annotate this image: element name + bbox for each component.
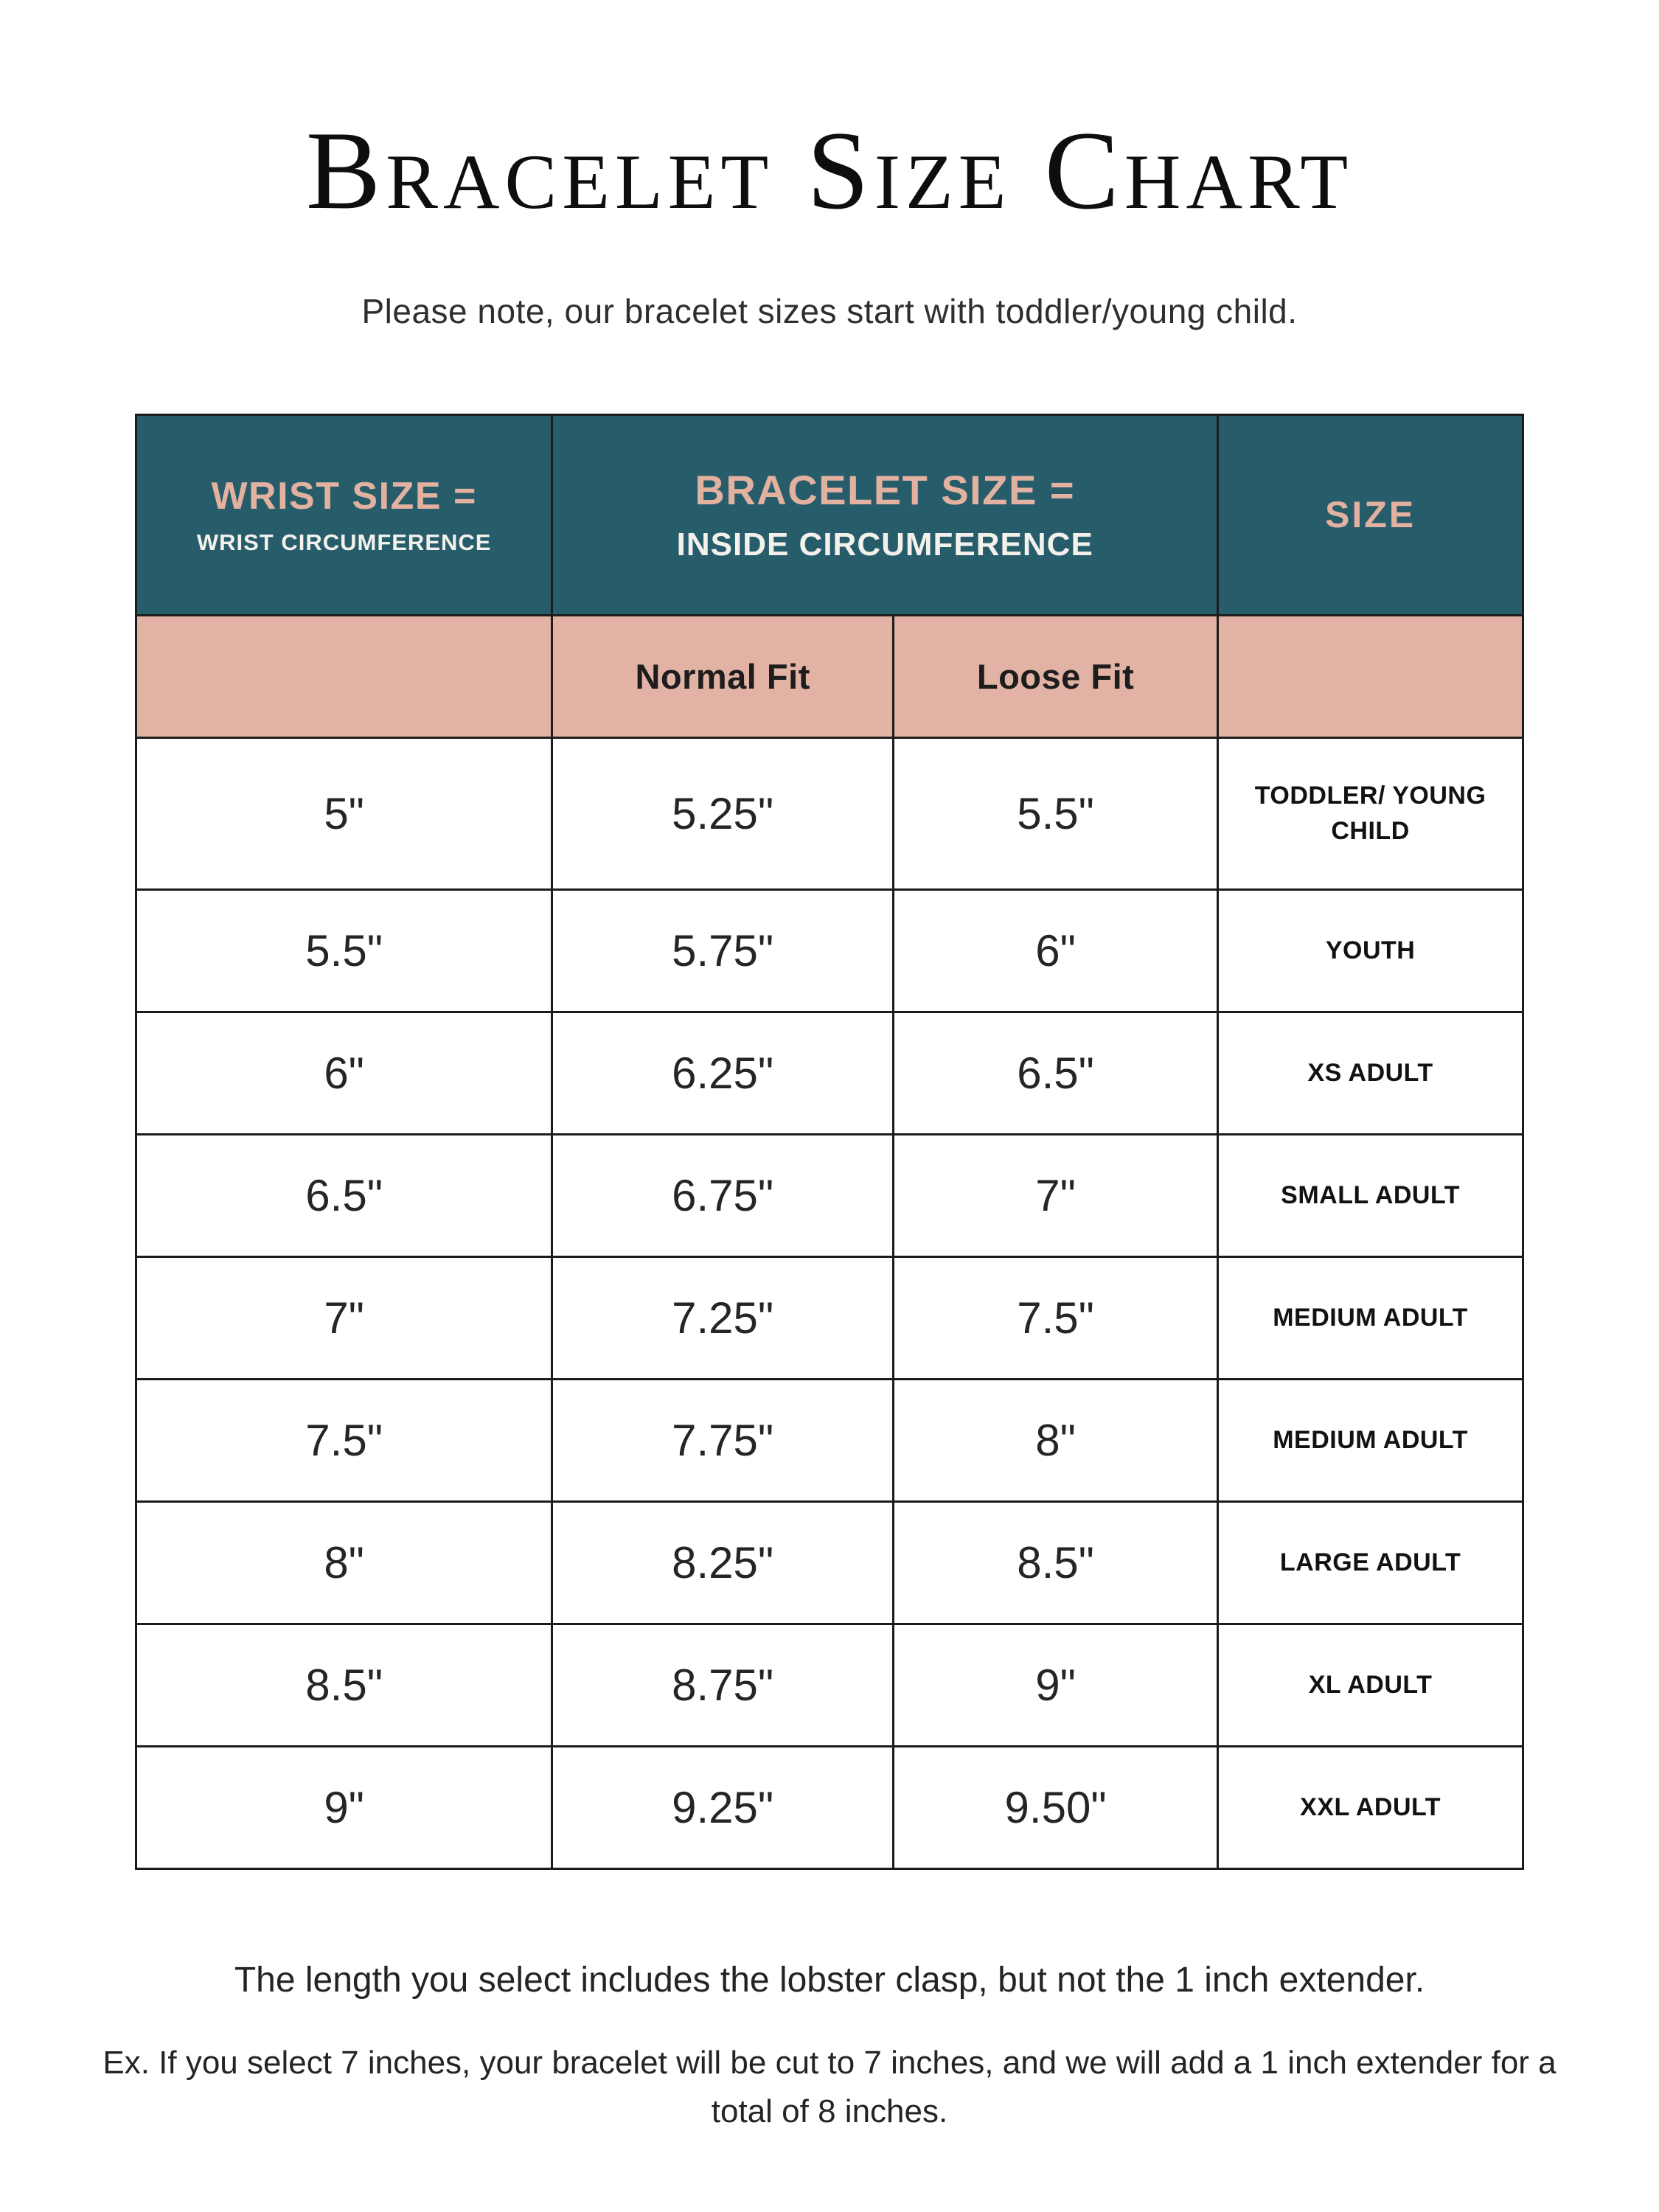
loose-fit-cell: 9": [892, 1623, 1220, 1747]
table-row: 9" 9.25" 9.50" XXL ADULT: [134, 1745, 1524, 1870]
normal-fit-cell: 5.75": [551, 888, 895, 1013]
wrist-size-cell: 8": [134, 1500, 554, 1625]
normal-fit-cell: 8.25": [551, 1500, 895, 1625]
size-label-cell: XL ADULT: [1217, 1623, 1524, 1747]
bracelet-size-header: BRACELET SIZE = INSIDE CIRCUMFERENCE: [551, 414, 1220, 616]
table-row: 8" 8.25" 8.5" LARGE ADULT: [134, 1500, 1524, 1625]
size-label-cell: MEDIUM ADULT: [1217, 1378, 1524, 1503]
size-header-title: SIZE: [1325, 494, 1416, 536]
normal-fit-cell: 6.75": [551, 1133, 895, 1258]
size-label-cell: SMALL ADULT: [1217, 1133, 1524, 1258]
wrist-size-cell: 6.5": [134, 1133, 554, 1258]
size-header: SIZE: [1217, 414, 1524, 616]
bracelet-size-header-title: BRACELET SIZE =: [695, 466, 1076, 513]
normal-fit-cell: 7.25": [551, 1256, 895, 1380]
wrist-size-header-title: WRIST SIZE =: [211, 474, 477, 518]
subheader-empty-cell: [134, 614, 554, 739]
normal-fit-cell: 8.75": [551, 1623, 895, 1747]
wrist-size-header-sub: WRIST CIRCUMFERENCE: [196, 529, 492, 555]
wrist-size-cell: 6": [134, 1011, 554, 1135]
footer-note-clasp: The length you select includes the lobst…: [234, 1961, 1425, 2000]
size-label-cell: TODDLER/ YOUNG CHILD: [1217, 737, 1524, 891]
normal-fit-cell: 5.25": [551, 737, 895, 891]
table-header-row: WRIST SIZE = WRIST CIRCUMFERENCE BRACELE…: [134, 414, 1524, 616]
wrist-size-cell: 7.5": [134, 1378, 554, 1503]
loose-fit-cell: 6": [892, 888, 1220, 1013]
loose-fit-header: Loose Fit: [892, 614, 1220, 739]
size-label-cell: XXL ADULT: [1217, 1745, 1524, 1870]
wrist-size-cell: 5.5": [134, 888, 554, 1013]
loose-fit-cell: 8.5": [892, 1500, 1220, 1625]
loose-fit-cell: 6.5": [892, 1011, 1220, 1135]
footer-note-example: Ex. If you select 7 inches, your bracele…: [102, 2045, 1557, 2129]
loose-fit-cell: 7": [892, 1133, 1220, 1258]
normal-fit-header: Normal Fit: [551, 614, 895, 739]
size-label-cell: MEDIUM ADULT: [1217, 1256, 1524, 1380]
loose-fit-cell: 5.5": [892, 737, 1220, 891]
table-row: 8.5" 8.75" 9" XL ADULT: [134, 1623, 1524, 1747]
normal-fit-cell: 9.25": [551, 1745, 895, 1870]
size-label-cell: XS ADULT: [1217, 1011, 1524, 1135]
table-row: 7.5" 7.75" 8" MEDIUM ADULT: [134, 1378, 1524, 1503]
size-label-cell: LARGE ADULT: [1217, 1500, 1524, 1625]
page-subtitle: Please note, our bracelet sizes start wi…: [361, 292, 1298, 330]
wrist-size-cell: 5": [134, 737, 554, 891]
subheader-empty-cell: [1217, 614, 1524, 739]
wrist-size-cell: 7": [134, 1256, 554, 1380]
page-title: Bracelet Size Chart: [305, 108, 1354, 232]
loose-fit-cell: 7.5": [892, 1256, 1220, 1380]
size-label-cell: YOUTH: [1217, 888, 1524, 1013]
table-row: 5" 5.25" 5.5" TODDLER/ YOUNG CHILD: [134, 737, 1524, 891]
normal-fit-cell: 6.25": [551, 1011, 895, 1135]
table-row: 6" 6.25" 6.5" XS ADULT: [134, 1011, 1524, 1135]
bracelet-size-header-sub: INSIDE CIRCUMFERENCE: [676, 526, 1093, 563]
table-row: 6.5" 6.75" 7" SMALL ADULT: [134, 1133, 1524, 1258]
table-row: 7" 7.25" 7.5" MEDIUM ADULT: [134, 1256, 1524, 1380]
table-row: 5.5" 5.75" 6" YOUTH: [134, 888, 1524, 1013]
wrist-size-cell: 8.5": [134, 1623, 554, 1747]
table-subheader-row: Normal Fit Loose Fit: [134, 614, 1524, 739]
wrist-size-header: WRIST SIZE = WRIST CIRCUMFERENCE: [134, 414, 554, 616]
normal-fit-cell: 7.75": [551, 1378, 895, 1503]
wrist-size-cell: 9": [134, 1745, 554, 1870]
size-chart-table: WRIST SIZE = WRIST CIRCUMFERENCE BRACELE…: [134, 414, 1524, 1870]
loose-fit-cell: 9.50": [892, 1745, 1220, 1870]
loose-fit-cell: 8": [892, 1378, 1220, 1503]
